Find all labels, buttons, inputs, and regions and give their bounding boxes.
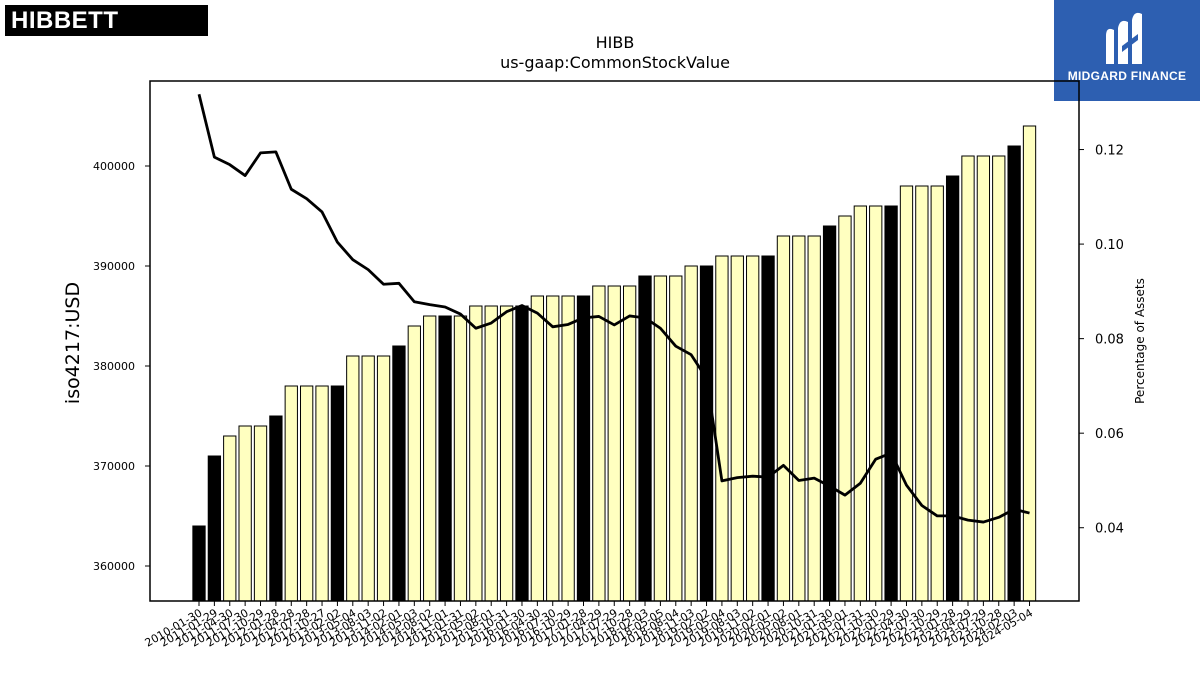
- hibbett-sports-logo: HIBBETT SPORTS®: [5, 5, 208, 65]
- bar: [1007, 145, 1021, 602]
- y-tick-label: 360000: [93, 560, 135, 573]
- bar: [899, 185, 914, 602]
- y-tick-label: 380000: [93, 360, 135, 373]
- bar: [223, 435, 237, 602]
- bar: [607, 285, 621, 602]
- bar: [761, 255, 775, 602]
- bar: [546, 295, 560, 602]
- bar: [776, 235, 791, 602]
- bar: [346, 355, 360, 602]
- bar: [592, 285, 606, 602]
- bar: [484, 305, 498, 602]
- bar: [730, 255, 744, 602]
- bar: [238, 425, 252, 602]
- bar: [192, 525, 206, 602]
- bar: [807, 235, 821, 602]
- bar: [300, 385, 314, 602]
- bar: [453, 315, 468, 602]
- y-tick-label: 400000: [93, 160, 135, 173]
- midgard-finance-label: MIDGARD FINANCE: [1067, 69, 1187, 83]
- y2-tick-label: 0.12: [1095, 144, 1124, 159]
- bar: [684, 265, 698, 602]
- bar: [438, 315, 452, 602]
- bar: [284, 385, 298, 602]
- y2-axis-label: Percentage of Assets: [1133, 278, 1147, 404]
- bar: [961, 155, 975, 602]
- bar: [515, 305, 529, 602]
- bar: [253, 425, 268, 602]
- bar: [746, 255, 760, 602]
- right-axis-ticks: 0.04 0.06 0.08 0.10 0.12: [1079, 144, 1124, 537]
- bar: [207, 455, 222, 602]
- y2-tick-label: 0.08: [1095, 333, 1124, 348]
- bar: [392, 345, 406, 602]
- bar: [376, 355, 391, 602]
- bar: [407, 325, 421, 602]
- bar: [622, 285, 637, 602]
- bar: [576, 295, 591, 602]
- bar: [269, 415, 283, 602]
- chart-title: HIBB: [596, 33, 635, 52]
- midgard-logo-icon: [1106, 12, 1142, 64]
- y2-tick-label: 0.06: [1095, 427, 1124, 442]
- bar: [869, 205, 883, 602]
- bar: [930, 185, 944, 602]
- line-layer: [197, 93, 1030, 524]
- bar: [330, 385, 345, 602]
- bar: [992, 155, 1006, 602]
- bar: [499, 305, 514, 602]
- series-line: [197, 93, 1030, 524]
- bar: [699, 265, 714, 602]
- y-tick-label: 370000: [93, 460, 135, 473]
- bar: [530, 295, 545, 602]
- bar: [822, 225, 837, 602]
- chart-subtitle: us-gaap:CommonStockValue: [500, 53, 730, 72]
- bar: [423, 315, 437, 602]
- bar: [638, 275, 652, 602]
- bar: [315, 385, 329, 602]
- bar: [945, 175, 960, 602]
- bar: [669, 275, 683, 602]
- bar: [838, 215, 852, 602]
- y-axis-label: iso4217:USD: [62, 282, 84, 404]
- bar: [715, 255, 729, 602]
- y2-tick-label: 0.10: [1095, 238, 1124, 253]
- bar: [884, 205, 898, 602]
- bar: [561, 295, 575, 602]
- y2-tick-label: 0.04: [1095, 522, 1124, 537]
- bar: [361, 355, 375, 602]
- bars-layer: [192, 125, 1037, 602]
- bar: [853, 205, 867, 602]
- x-axis-ticks: 2010-01-302011-01-292011-04-302011-07-30…: [143, 601, 1035, 650]
- left-axis-ticks: 360000 370000 380000 390000 400000: [93, 160, 150, 573]
- bar: [976, 155, 991, 602]
- bar: [915, 185, 929, 602]
- bar: [1022, 125, 1037, 602]
- y-tick-label: 390000: [93, 260, 135, 273]
- bar: [792, 235, 806, 602]
- bar: [469, 305, 483, 602]
